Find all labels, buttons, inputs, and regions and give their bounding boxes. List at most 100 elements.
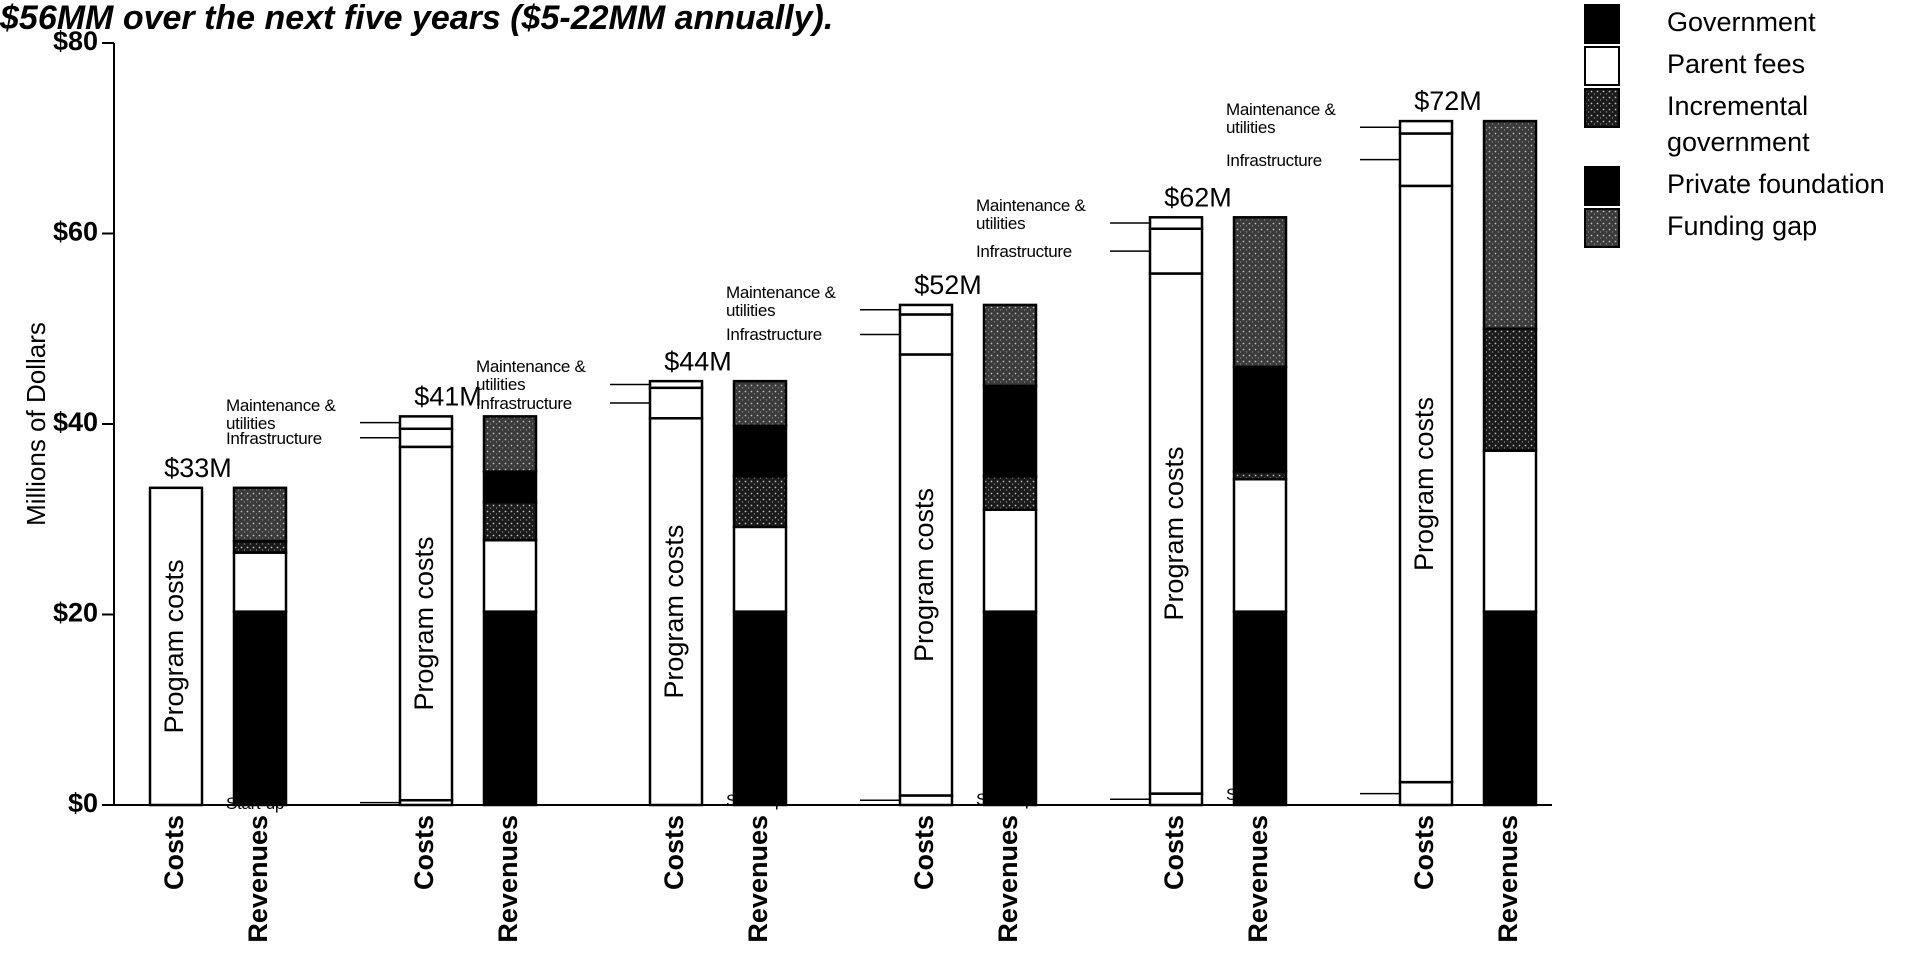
bar-segment bbox=[732, 525, 788, 613]
x-tick-label: Costs bbox=[1409, 815, 1439, 890]
legend-label: Parent fees bbox=[1667, 49, 1806, 79]
total-label: $41M bbox=[414, 382, 482, 412]
annotation: Maintenance & utilities bbox=[976, 196, 1086, 234]
x-tick-label: Costs bbox=[909, 815, 939, 890]
annotation: Infrastructure bbox=[476, 394, 572, 414]
y-tick-label: $80 bbox=[53, 26, 98, 56]
x-tick-label: Costs bbox=[409, 815, 439, 890]
segment-label: Program costs bbox=[659, 525, 689, 699]
bar-segment bbox=[1398, 132, 1454, 188]
y-tick-label: $20 bbox=[53, 598, 98, 628]
y-tick-label: $60 bbox=[53, 217, 98, 247]
bar-segment bbox=[232, 539, 288, 554]
bar-segment bbox=[482, 470, 538, 504]
bar-segment bbox=[482, 415, 538, 473]
annotation: Start-up bbox=[726, 791, 785, 811]
x-tick-label: Revenues bbox=[493, 815, 523, 943]
bar-segment bbox=[232, 551, 288, 613]
bar-segment bbox=[1232, 365, 1288, 473]
x-tick-label: Revenues bbox=[1493, 815, 1523, 943]
annotation: Maintenance & utilities bbox=[226, 395, 336, 433]
segment-label: Program costs bbox=[1159, 447, 1189, 621]
bar-segment bbox=[1148, 792, 1204, 807]
total-label: $44M bbox=[664, 346, 732, 376]
segment-label: Program costs bbox=[909, 488, 939, 662]
bar-segment bbox=[1482, 327, 1538, 452]
bar-segment bbox=[398, 415, 454, 431]
bar-segment bbox=[398, 445, 454, 802]
x-tick-label: Revenues bbox=[1243, 815, 1273, 943]
bar-segment bbox=[898, 313, 954, 356]
annotation: Maintenance & utilities bbox=[1226, 100, 1336, 138]
bar-segment bbox=[1232, 477, 1288, 613]
bar-segment bbox=[482, 610, 538, 807]
segment-label: Program costs bbox=[1409, 397, 1439, 571]
x-tick-label: Costs bbox=[1159, 815, 1189, 890]
bar-segment bbox=[982, 384, 1038, 478]
annotation: Infrastructure bbox=[226, 428, 322, 448]
annotation: Infrastructure bbox=[726, 325, 822, 345]
total-label: $52M bbox=[914, 270, 982, 300]
bar-segment bbox=[1148, 272, 1204, 795]
bar-segment bbox=[732, 475, 788, 529]
bar-segment bbox=[1148, 227, 1204, 275]
legend-swatch bbox=[1584, 88, 1620, 128]
bar-segment bbox=[732, 424, 788, 478]
bar-segment bbox=[1232, 216, 1288, 369]
annotation: Infrastructure bbox=[976, 242, 1072, 262]
bar-segment bbox=[148, 486, 204, 807]
bar-segment bbox=[398, 427, 454, 449]
legend-label: Government bbox=[1667, 7, 1816, 37]
bar-segment bbox=[1398, 780, 1454, 807]
y-tick-label: $40 bbox=[53, 407, 98, 437]
bar-segment bbox=[982, 475, 1038, 511]
bar-segment bbox=[648, 379, 704, 390]
legend-label: Incremental government bbox=[1667, 91, 1810, 157]
legend-swatch bbox=[1584, 166, 1620, 206]
bar-segment bbox=[1398, 184, 1454, 784]
annotation: Start-up bbox=[226, 793, 285, 813]
bar-segment bbox=[732, 379, 788, 428]
x-tick-label: Revenues bbox=[993, 815, 1023, 943]
total-label: $33M bbox=[164, 453, 232, 483]
x-tick-label: Revenues bbox=[743, 815, 773, 943]
y-tick-label: $0 bbox=[68, 788, 98, 818]
legend-label: Private foundation bbox=[1667, 169, 1885, 199]
y-axis-label: Millions of Dollars bbox=[21, 322, 51, 526]
segment-label: Program costs bbox=[409, 537, 439, 711]
bar-segment bbox=[898, 303, 954, 316]
segment-label: Program costs bbox=[159, 559, 189, 733]
bar-segment bbox=[982, 303, 1038, 388]
annotation: Start-up bbox=[976, 790, 1035, 810]
total-label: $62M bbox=[1164, 182, 1232, 212]
x-tick-label: Costs bbox=[159, 815, 189, 890]
bar-segment bbox=[1482, 119, 1538, 331]
bar-segment bbox=[1482, 449, 1538, 613]
bar-segment bbox=[1482, 610, 1538, 807]
bar-segment bbox=[982, 508, 1038, 613]
bar-segment bbox=[482, 538, 538, 613]
bar-segment bbox=[232, 610, 288, 807]
annotation: Start-up bbox=[1226, 784, 1285, 804]
bar-segment bbox=[982, 610, 1038, 807]
x-tick-label: Costs bbox=[659, 815, 689, 890]
bar-segment bbox=[898, 353, 954, 797]
bar-segment bbox=[1148, 216, 1204, 230]
annotation: Maintenance & utilities bbox=[726, 282, 836, 320]
annotation: Maintenance & utilities bbox=[476, 357, 586, 395]
legend-swatch bbox=[1584, 208, 1620, 248]
bar-segment bbox=[648, 386, 704, 420]
total-label: $72M bbox=[1414, 86, 1482, 116]
annotation: Infrastructure bbox=[1226, 150, 1322, 170]
chart-title: $56MM over the next five years ($5-22MM … bbox=[0, 0, 833, 37]
x-tick-label: Revenues bbox=[243, 815, 273, 943]
legend-swatch bbox=[1584, 46, 1620, 86]
bar-segment bbox=[1398, 119, 1454, 135]
bar-segment bbox=[898, 794, 954, 807]
bar-segment bbox=[232, 486, 288, 543]
bar-segment bbox=[1232, 610, 1288, 807]
bar-segment bbox=[482, 500, 538, 542]
legend-swatch bbox=[1584, 4, 1620, 44]
